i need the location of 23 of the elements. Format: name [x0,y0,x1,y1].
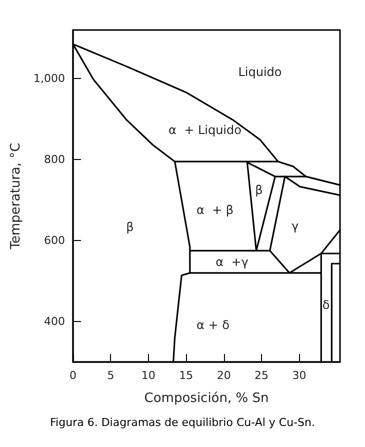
x-tick-label: 0 [70,369,76,382]
x-tick-label: 5 [107,369,114,382]
y-tick-label: 800 [44,153,65,166]
x-tick-label: 30 [292,369,306,382]
x-tick-label: 10 [141,369,156,382]
annotation: α + β [196,203,234,217]
annotation: α + δ [196,318,230,332]
x-tick-label: 20 [216,369,231,382]
y-axis-title: Temperatura, °C [8,142,24,250]
x-tick-label: 15 [179,369,194,382]
annotation: α + Liquido [168,123,242,137]
annotation: α +γ [216,255,248,269]
x-axis-title: Composición, % Sn [144,391,269,406]
annotation: β [255,183,263,197]
y-tick-label: 400 [44,315,65,328]
annotation: γ [291,219,299,233]
x-tick-label: 25 [254,369,269,382]
annotation: δ [322,298,330,312]
y-tick-label: 600 [44,234,65,248]
annotation: Liquido [238,65,282,79]
annotation: β [126,220,134,234]
text: Figura 6. Diagramas de equilibrio Cu-Al y Cu-Sn. [50,416,315,429]
y-tick-label: 1,000 [34,72,65,86]
